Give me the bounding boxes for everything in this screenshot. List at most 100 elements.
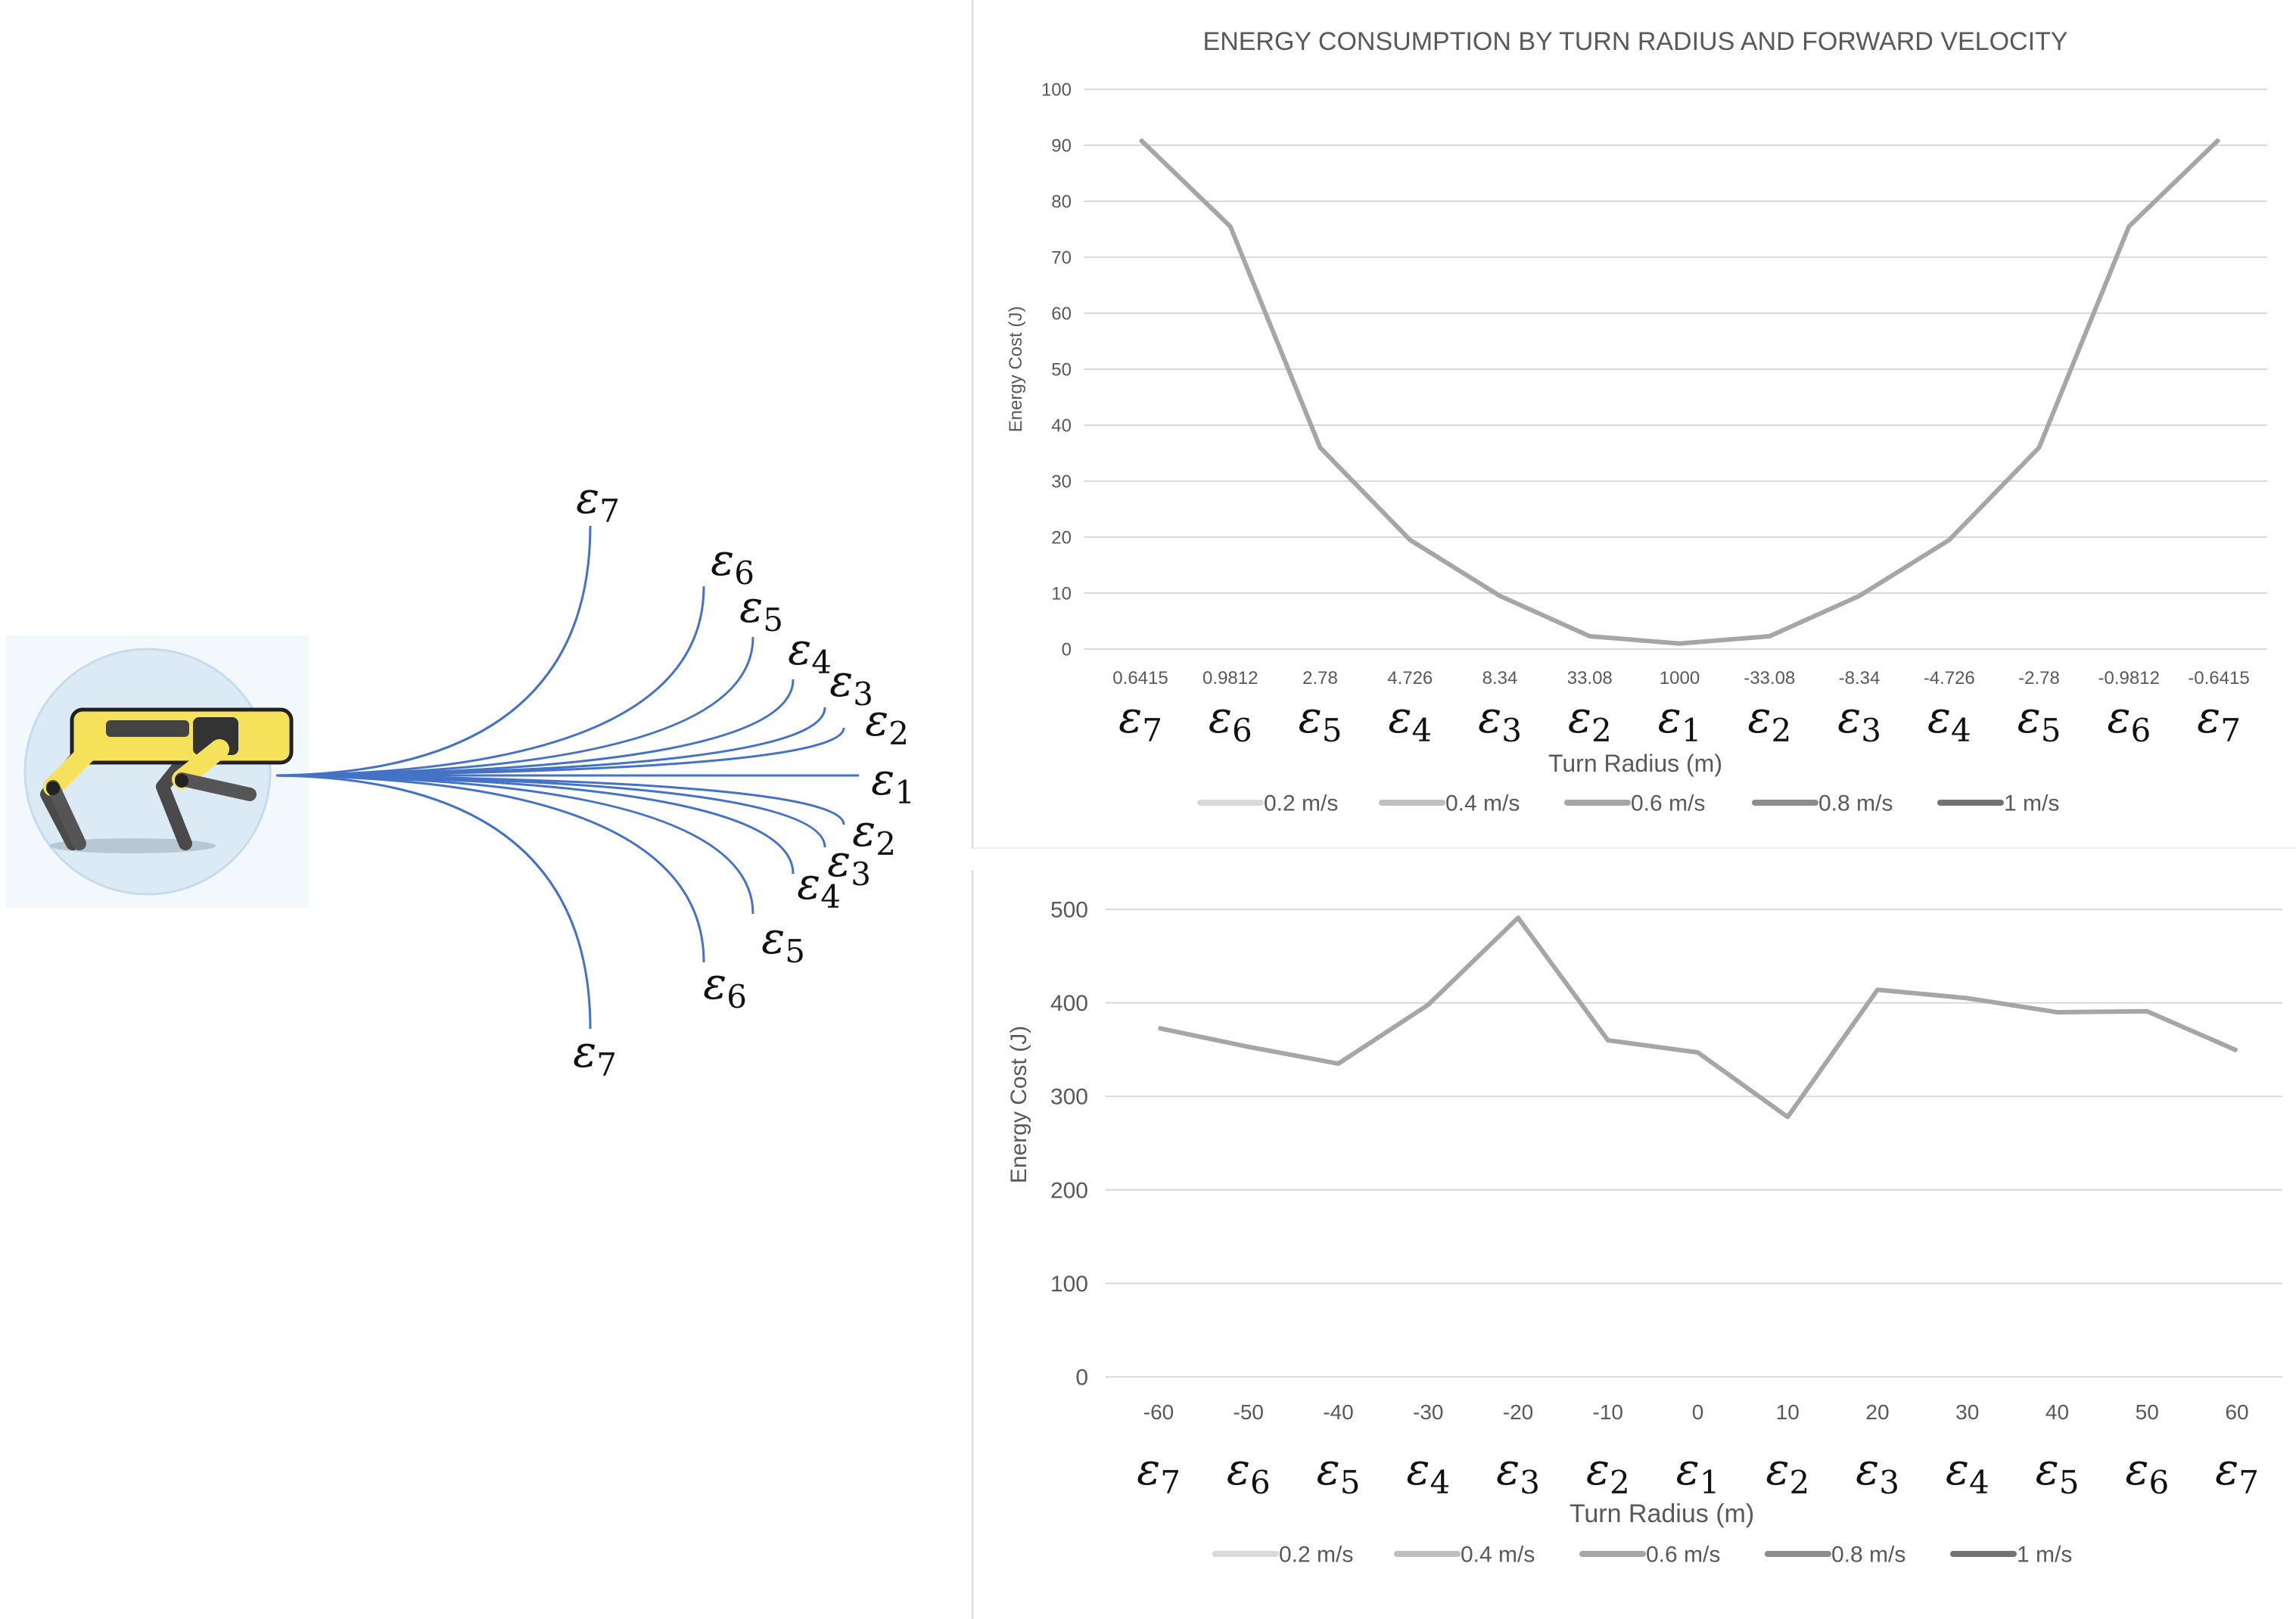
legend-label: 0.2 m/s [1264,791,1338,816]
x-epsilon-label: ε1 [1676,1443,1720,1501]
x-epsilon-label: ε6 [2107,691,2151,749]
data-point [2236,1049,2238,1052]
x-epsilon-label: ε3 [1837,691,1881,749]
x-epsilon-label: ε2 [1747,691,1791,749]
x-tick-label: -40 [1323,1400,1353,1424]
y-tick-label: 0 [1062,639,1072,660]
data-point [2128,225,2130,228]
y-tick-label: 80 [1051,191,1072,212]
x-tick-label: 40 [2046,1400,2069,1424]
chart-top-x-ticks: 0.6415 0.9812 2.78 4.726 8.34 33.08 1000 -33.08… [1112,668,2249,688]
x-epsilon-label: ε4 [1388,691,1432,749]
data-point [1499,595,1501,597]
legend-label: 0.6 m/s [1631,791,1705,816]
y-tick-label: 50 [1051,359,1072,380]
y-tick-label: 60 [1051,303,1072,324]
trajectory-figure: ε7 ε6 ε5 ε4 ε3 ε2 ε1 ε2 ε3 ε4 ε5 ε6 ε7 [0,424,946,1195]
data-point [1697,1052,1699,1054]
data-point [1948,539,1950,541]
data-point [1409,539,1411,541]
x-tick-label: 4.726 [1387,668,1433,688]
x-epsilon-label: ε6 [1227,1443,1271,1501]
trajectory-lower-6 [275,774,592,1030]
data-point [1517,917,1519,919]
trajectory-label-lower-3: ε4 [797,858,841,915]
data-point [1966,997,1968,999]
x-epsilon-label: ε5 [2036,1443,2080,1501]
x-axis-title: Turn Radius (m) [1548,750,1722,777]
x-tick-label: 0.9812 [1202,668,1258,688]
x-epsilon-label: ε2 [1568,691,1612,749]
trajectory-lower-3 [275,774,795,875]
y-tick-label: 90 [1051,135,1072,156]
x-epsilon-label: ε7 [1118,691,1162,749]
trajectory-upper-2 [275,586,705,777]
chart-bottom-legend: 0.2 m/s 0.4 m/s 0.6 m/s 0.8 m/s 1 m/s [1212,1543,2072,1568]
y-tick-label: 200 [1050,1178,1088,1203]
data-point [1769,635,1771,637]
data-point [2038,446,2040,449]
chart-top-legend: 0.2 m/s 0.4 m/s 0.6 m/s 0.8 m/s 1 m/s [1197,791,2059,816]
trajectory-label-lower-1: ε2 [852,805,896,862]
trajectory-label-upper-6: ε2 [865,695,909,752]
data-point [1877,989,1878,991]
data-point [1859,595,1860,597]
x-tick-label: -20 [1503,1400,1533,1424]
x-epsilon-label: ε5 [1299,691,1342,749]
trajectory-upper-3 [275,636,754,777]
data-point [2146,1010,2148,1012]
data-point [1607,1039,1609,1042]
x-epsilon-label: ε7 [2215,1443,2259,1501]
chart-bottom-epsilon-labels: ε7 ε6 ε5 ε4 ε3 ε2 ε1 ε2 ε3 ε4 ε5 ε6 ε7 [1137,1443,2259,1501]
trajectory-label-upper-1: ε7 [576,472,620,530]
data-point [1588,635,1591,637]
legend-label: 0.8 m/s [1831,1543,1906,1568]
data-point [1678,642,1681,645]
data-point [1337,1062,1339,1064]
data-point [1229,225,1231,228]
legend-label: 1 m/s [2017,1543,2072,1568]
x-epsilon-label: ε4 [1927,691,1971,749]
trajectory-label-upper-3: ε5 [739,581,783,639]
legend-label: 0.6 m/s [1646,1543,1720,1568]
trajectory-fan [275,525,859,1030]
y-tick-label: 70 [1051,247,1072,268]
x-tick-label: 0.6415 [1112,668,1168,688]
x-tick-label: -0.6415 [2188,668,2249,688]
trajectory-label-upper-2: ε6 [711,534,754,592]
legend-label: 1 m/s [2004,791,2059,816]
chart-bottom-series [1158,915,2238,1120]
trajectory-label-lower-4: ε5 [761,912,805,970]
trajectory-label-lower-5: ε6 [703,958,747,1015]
x-epsilon-label: ε6 [1209,691,1252,749]
y-tick-label: 0 [1075,1366,1088,1391]
y-tick-label: 300 [1050,1085,1088,1110]
x-tick-label: -2.78 [2018,668,2060,688]
x-epsilon-label: ε2 [1586,1443,1630,1501]
y-tick-label: 400 [1050,991,1088,1016]
y-tick-label: 10 [1051,583,1072,604]
quadruped-robot-icon [40,707,294,853]
data-point [1319,446,1321,449]
y-axis-title: Energy Cost (J) [1006,1026,1031,1183]
chart-top-gridlines [1084,89,2267,650]
x-epsilon-label: ε3 [1478,691,1522,749]
trajectory-upper-1 [275,525,592,777]
energy-chart-top: ENERGY CONSUMPTION BY TURN RADIUS AND FO… [972,0,2296,849]
legend-label: 0.4 m/s [1461,1543,1535,1568]
data-point [2218,138,2220,141]
chart-top-svg: ENERGY CONSUMPTION BY TURN RADIUS AND FO… [1006,27,2267,816]
x-tick-label: -10 [1593,1400,1623,1424]
x-tick-label: -4.726 [1924,668,1975,688]
chart-bottom-svg: 0 100 200 300 400 500 -60 -50 -40 -30 -20 -10 0 10 20… [1006,898,2282,1568]
x-tick-label: -50 [1234,1400,1264,1424]
data-point [1787,1116,1789,1118]
data-point [1427,1004,1430,1006]
x-epsilon-label: ε7 [2197,691,2241,749]
x-tick-label: 2.78 [1302,668,1338,688]
y-tick-label: 30 [1051,471,1072,492]
x-epsilon-label: ε4 [1406,1443,1450,1501]
y-tick-label: 100 [1050,1272,1088,1297]
